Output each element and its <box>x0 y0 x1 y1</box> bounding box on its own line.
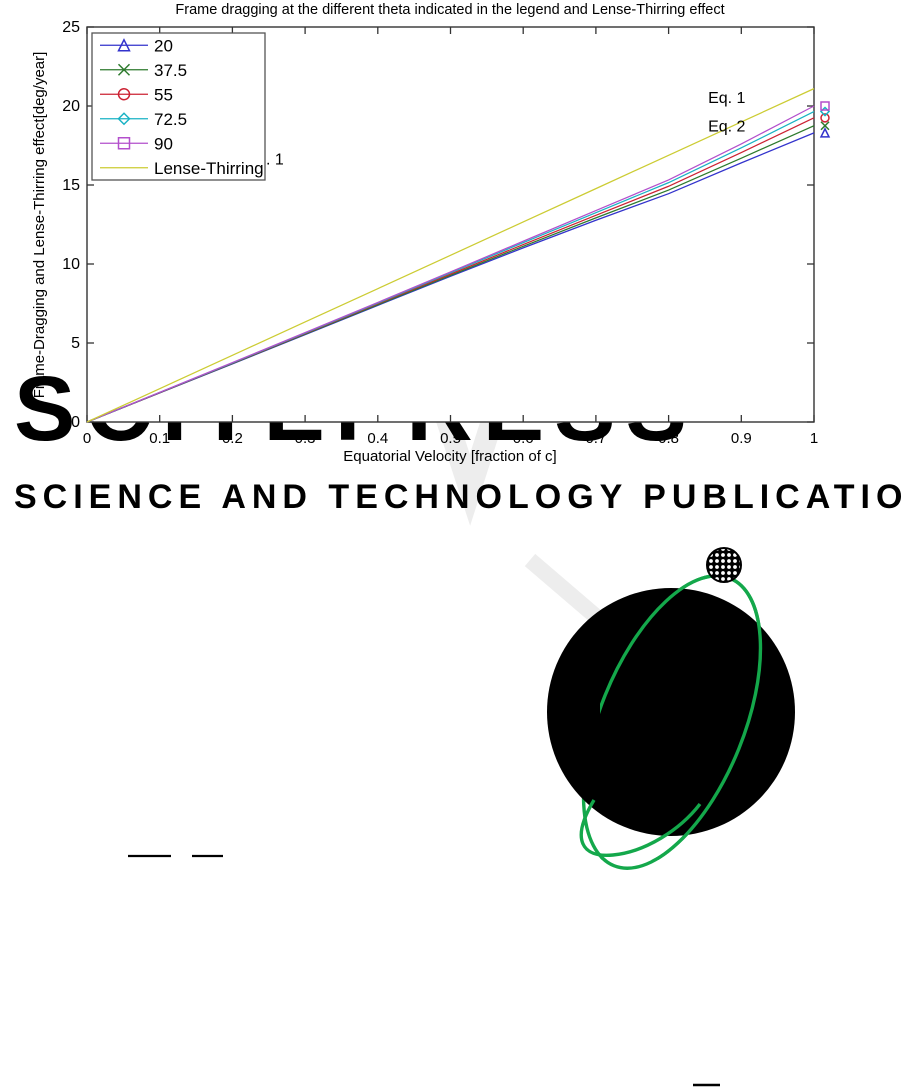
x-tick-label: 1 <box>810 430 818 447</box>
marker-square <box>117 137 131 150</box>
annotation-eq1: Eq. 1 <box>708 90 745 107</box>
y-axis-ticks: 0 5 10 15 20 25 <box>62 19 814 431</box>
marker-circle <box>117 88 131 101</box>
x-tick-label: 0.6 <box>513 430 534 447</box>
x-tick-label: 0.3 <box>295 430 316 447</box>
marker-x <box>820 121 830 131</box>
x-tick-label: 0.9 <box>731 430 752 447</box>
x-tick-label: 0.5 <box>440 430 461 447</box>
x-axis-ticks: 0 0.1 0.2 0.3 0.4 0.5 0.6 0.7 0.8 0.9 1 <box>83 27 818 447</box>
chart-title: Frame dragging at the different theta in… <box>175 2 724 18</box>
y-tick-label: 20 <box>62 98 80 115</box>
y-tick-label: 25 <box>62 19 80 36</box>
marker-triangle <box>819 127 831 138</box>
y-tick-label: 15 <box>62 177 80 194</box>
legend-label-72.5[interactable]: 72.5 <box>154 110 187 129</box>
y-axis-label: Frame-Dragging and Lense-Thirring effect… <box>31 52 48 399</box>
legend-label-Lense-Thirring[interactable]: Lense-Thirring <box>154 159 264 178</box>
x-axis-label: Equatorial Velocity [fraction of c] <box>343 448 556 465</box>
y-tick-label: 0 <box>71 414 80 431</box>
marker-triangle <box>117 38 131 52</box>
watermark-sub-text: SCIENCE AND TECHNOLOGY PUBLICATIONS <box>14 478 901 516</box>
legend-label-20[interactable]: 20 <box>154 36 173 55</box>
x-tick-label: 0.2 <box>222 430 243 447</box>
x-tick-label: 0.8 <box>658 430 679 447</box>
x-tick-label: 0.4 <box>367 430 388 447</box>
series-end-markers <box>819 101 831 138</box>
legend-label-55[interactable]: 55 <box>154 85 173 104</box>
data-series-group <box>86 88 815 423</box>
satellite-icon <box>706 547 742 583</box>
marker-diamond <box>117 112 131 126</box>
legend-label-90[interactable]: 90 <box>154 134 173 153</box>
y-tick-label: 5 <box>71 335 80 352</box>
watermark-chevron-extra-icon <box>524 553 606 627</box>
chart-legend[interactable]: 20 37.5 55 72.5 90 Lense-Thirring <box>91 32 266 181</box>
orbit-path-bottom <box>579 799 702 857</box>
central-body <box>547 588 795 836</box>
series-line-90 <box>86 105 815 423</box>
legend-box[interactable] <box>91 32 266 181</box>
legend-label-37.5[interactable]: 37.5 <box>154 61 187 80</box>
marker-square <box>820 101 830 111</box>
annotation-eq2: Eq. 2 <box>708 118 745 135</box>
marker-circle <box>820 113 830 123</box>
x-tick-label: 0.1 <box>149 430 170 447</box>
x-tick-label: 0 <box>83 430 91 447</box>
marker-x <box>117 63 131 76</box>
x-tick-label: 0.7 <box>585 430 606 447</box>
series-line-Lense-Thirring <box>86 88 815 423</box>
y-tick-label: 10 <box>62 256 80 273</box>
